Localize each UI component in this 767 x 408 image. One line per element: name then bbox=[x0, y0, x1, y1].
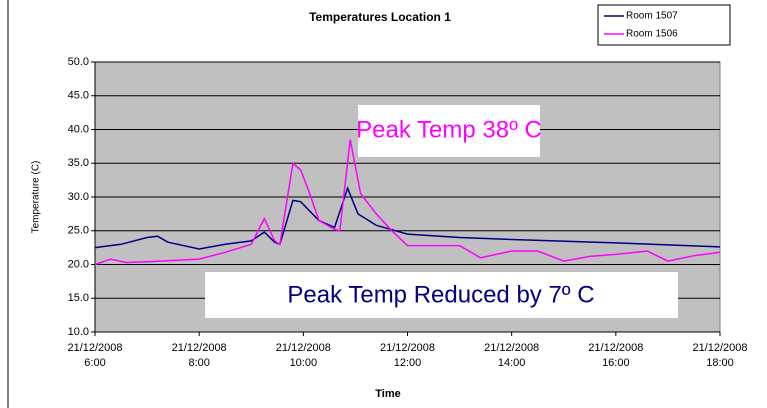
legend-label: Room 1506 bbox=[626, 29, 678, 40]
y-tick-label: 50.0 bbox=[68, 56, 89, 68]
x-axis-label: Time bbox=[375, 388, 400, 400]
annotation-box bbox=[205, 272, 678, 318]
x-tick-label: 21/12/2008 12:00 bbox=[380, 342, 435, 369]
series-line bbox=[94, 186, 721, 250]
y-tick-label: 30.0 bbox=[68, 191, 89, 203]
chart-title: Temperatures Location 1 bbox=[309, 10, 451, 24]
y-tick-label: 45.0 bbox=[68, 90, 89, 102]
x-tick-label: 21/12/2008 16:00 bbox=[588, 342, 643, 369]
x-tick-label: 21/12/2008 6:00 bbox=[67, 342, 122, 369]
y-tick-label: 25.0 bbox=[68, 225, 89, 237]
y-tick-label: 40.0 bbox=[68, 123, 89, 135]
y-tick-label: 15.0 bbox=[68, 292, 89, 304]
y-tick-label: 10.0 bbox=[68, 326, 89, 338]
y-tick-label: 35.0 bbox=[68, 157, 89, 169]
legend-box bbox=[597, 4, 731, 46]
x-tick-label: 21/12/2008 18:00 bbox=[692, 342, 747, 369]
x-tick-label: 21/12/2008 14:00 bbox=[484, 342, 539, 369]
annotation: Peak Temp 38º C bbox=[356, 116, 542, 143]
x-tick-label: 21/12/2008 8:00 bbox=[172, 342, 227, 369]
legend-label: Room 1507 bbox=[626, 11, 678, 22]
x-tick-label: 21/12/2008 10:00 bbox=[276, 342, 331, 369]
annotation: Peak Temp Reduced by 7º C bbox=[287, 281, 594, 308]
y-tick-label: 20.0 bbox=[68, 258, 89, 270]
annotation-box bbox=[358, 105, 540, 157]
series-line bbox=[94, 139, 721, 266]
y-axis-label: Temperature (C) bbox=[31, 161, 42, 234]
